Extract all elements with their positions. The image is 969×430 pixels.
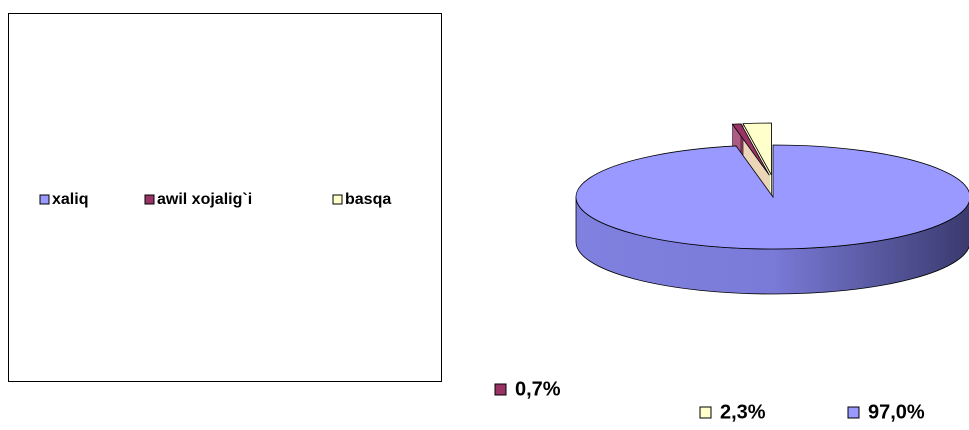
legend-swatch [39, 194, 50, 205]
legend-label: basqa [345, 191, 391, 208]
data-label: 97,0% [868, 401, 925, 423]
legend-label: awil xojalig`i [157, 191, 252, 208]
label-key [699, 406, 712, 419]
data-label: 0,7% [515, 378, 561, 400]
data-label: 2,3% [720, 401, 766, 423]
legend: xaliq awil xojalig`i basqa [39, 191, 391, 208]
legend-swatch [332, 194, 343, 205]
slice [575, 144, 969, 250]
slice [731, 123, 770, 176]
label-key [847, 406, 860, 419]
pie [575, 122, 969, 295]
label-key [494, 383, 507, 396]
data-labels: 97,0% 0,7% 2,3% [494, 378, 925, 423]
legend-label: xaliq [52, 191, 88, 208]
slice [742, 122, 772, 176]
legend-box [8, 13, 442, 382]
legend-swatch [144, 194, 155, 205]
